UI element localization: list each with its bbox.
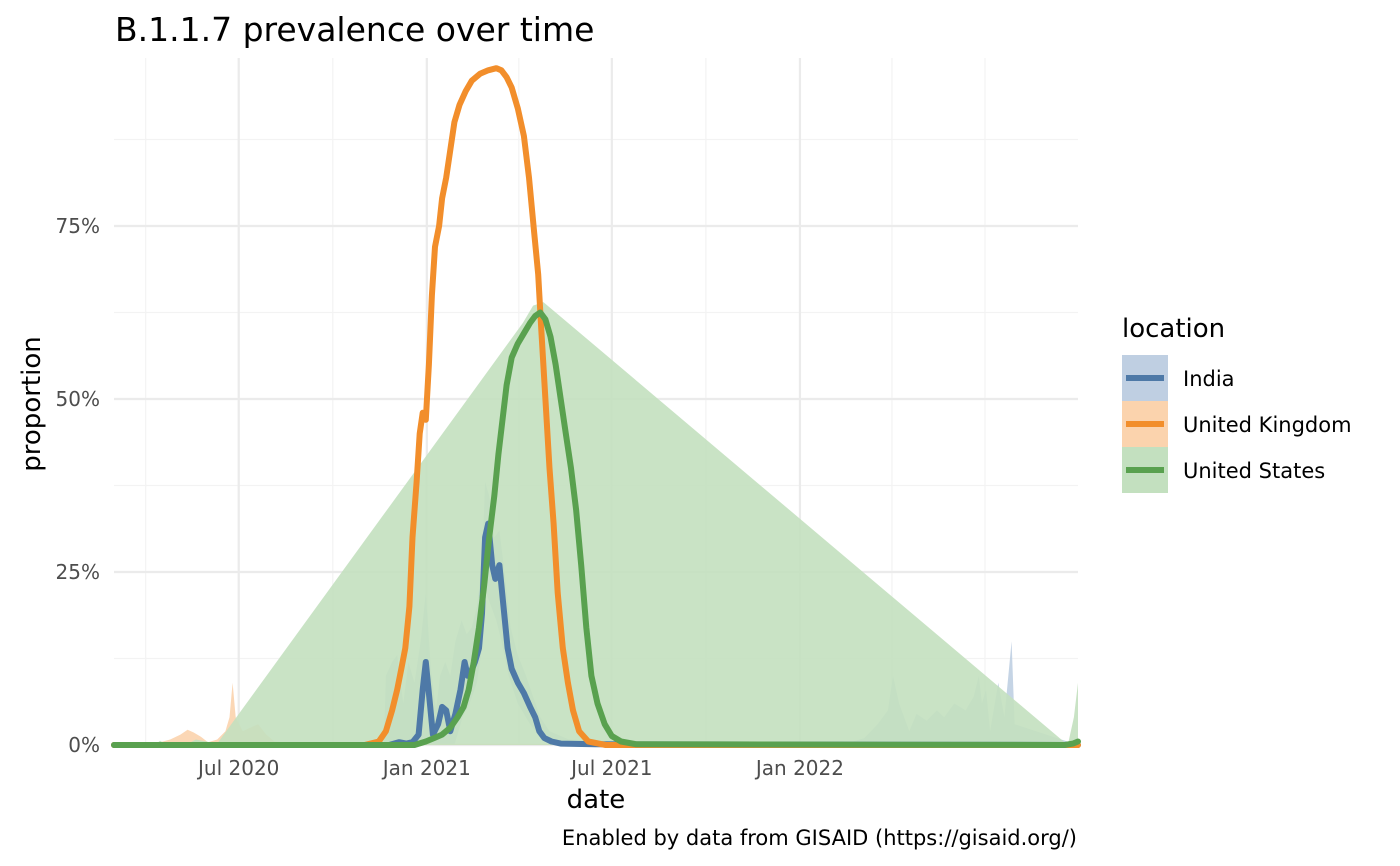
- legend: location India United Kingdom United State…: [1122, 314, 1352, 493]
- y-axis-title: proportion: [17, 336, 47, 471]
- legend-label: United Kingdom: [1183, 413, 1352, 437]
- x-tick-label: Jan 2021: [381, 756, 471, 780]
- y-tick-label: 0%: [68, 733, 100, 757]
- x-tick-label: Jan 2022: [754, 756, 844, 780]
- y-tick-label: 75%: [56, 214, 100, 238]
- x-axis-title: date: [567, 785, 626, 815]
- legend-label: India: [1183, 367, 1235, 391]
- chart-title: B.1.1.7 prevalence over time: [115, 10, 594, 49]
- y-tick-label: 25%: [56, 560, 100, 584]
- legend-title: location: [1122, 314, 1225, 344]
- x-tick-label: Jul 2021: [569, 756, 652, 780]
- y-tick-label: 50%: [56, 387, 100, 411]
- caption: Enabled by data from GISAID (https://gis…: [562, 826, 1077, 850]
- y-tick-labels: 0% 25% 50% 75%: [56, 214, 100, 757]
- x-tick-label: Jul 2020: [196, 756, 279, 780]
- line-united-kingdom: [111, 65, 1081, 748]
- confidence-bands: [114, 302, 1078, 745]
- line-united-states: [111, 309, 1081, 748]
- series-lines: [111, 65, 1081, 748]
- band-united-states: [114, 302, 1078, 745]
- x-tick-labels: Jul 2020 Jan 2021 Jul 2021 Jan 2022: [196, 756, 844, 780]
- legend-label: United States: [1183, 459, 1325, 483]
